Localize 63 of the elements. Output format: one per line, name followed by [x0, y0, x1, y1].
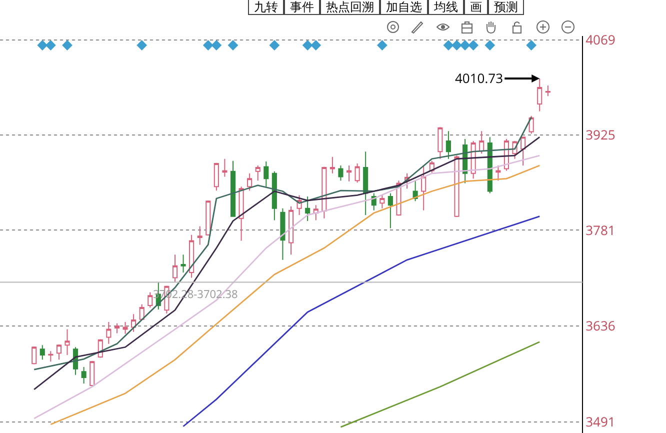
candlestick: [180, 254, 186, 273]
text: 画: [464, 0, 488, 15]
candlestick: [255, 164, 260, 182]
y-tick-label: 3491: [586, 412, 616, 430]
candlestick: [172, 254, 178, 283]
candlestick: [305, 196, 310, 222]
candlestick: [388, 192, 393, 229]
candlestick: [81, 366, 86, 384]
y-tick-label: 3781: [586, 220, 616, 239]
candlestick: [214, 162, 219, 192]
candlestick: [32, 346, 37, 365]
y-tick-label: 4069: [586, 30, 616, 49]
candlestick: [438, 126, 443, 160]
annotation: 4010.73: [455, 69, 504, 87]
text: 事件: [284, 0, 320, 15]
candlestick: [454, 155, 460, 218]
text: 加自选: [380, 0, 428, 15]
candlestick: [222, 158, 228, 178]
line-series: [33, 136, 540, 390]
candlestick: [264, 161, 269, 188]
candlestick: [322, 166, 327, 219]
candlestick: [90, 360, 95, 387]
candlestick: [520, 136, 526, 166]
text: 均线: [428, 0, 464, 15]
candlestick: [122, 322, 128, 334]
text: 预测: [488, 0, 524, 15]
text: 热点回溯: [320, 0, 380, 15]
candlestick: [48, 350, 54, 362]
candlestick: [106, 322, 112, 344]
line-series: [33, 116, 532, 370]
candlestick: [446, 130, 451, 160]
candlestick: [354, 162, 360, 184]
candlestick: [380, 194, 385, 209]
candlestick: [313, 204, 318, 221]
y-tick-label: 3636: [586, 316, 616, 335]
y-tick-label: 3925: [586, 126, 616, 144]
candlestick: [238, 186, 244, 242]
candlestick: [114, 322, 120, 334]
candlestick: [40, 344, 45, 360]
candlestick: [537, 78, 542, 112]
candlestick: [496, 164, 501, 182]
candlestick: [363, 151, 368, 216]
candlestick: [189, 234, 194, 278]
candlestick: [139, 304, 144, 320]
candlestick: [56, 344, 62, 360]
candlestick: [330, 156, 335, 174]
candlestick: [421, 164, 426, 211]
candlestick: [346, 164, 352, 182]
candlestick: [206, 200, 211, 236]
candlestick: [64, 328, 70, 356]
candlestick: [338, 164, 344, 182]
candlestick: [288, 206, 294, 256]
candlestick: [280, 208, 286, 260]
candlestick: [528, 115, 534, 134]
candlestick: [272, 170, 277, 221]
candlestick: [479, 130, 484, 154]
text: 九转: [248, 0, 284, 15]
candlestick: [131, 314, 136, 332]
candlestick: [545, 85, 550, 97]
candlestick: [247, 172, 252, 192]
candlestick: [197, 226, 202, 246]
candlestick: [230, 160, 236, 217]
candlestick: [148, 292, 153, 308]
